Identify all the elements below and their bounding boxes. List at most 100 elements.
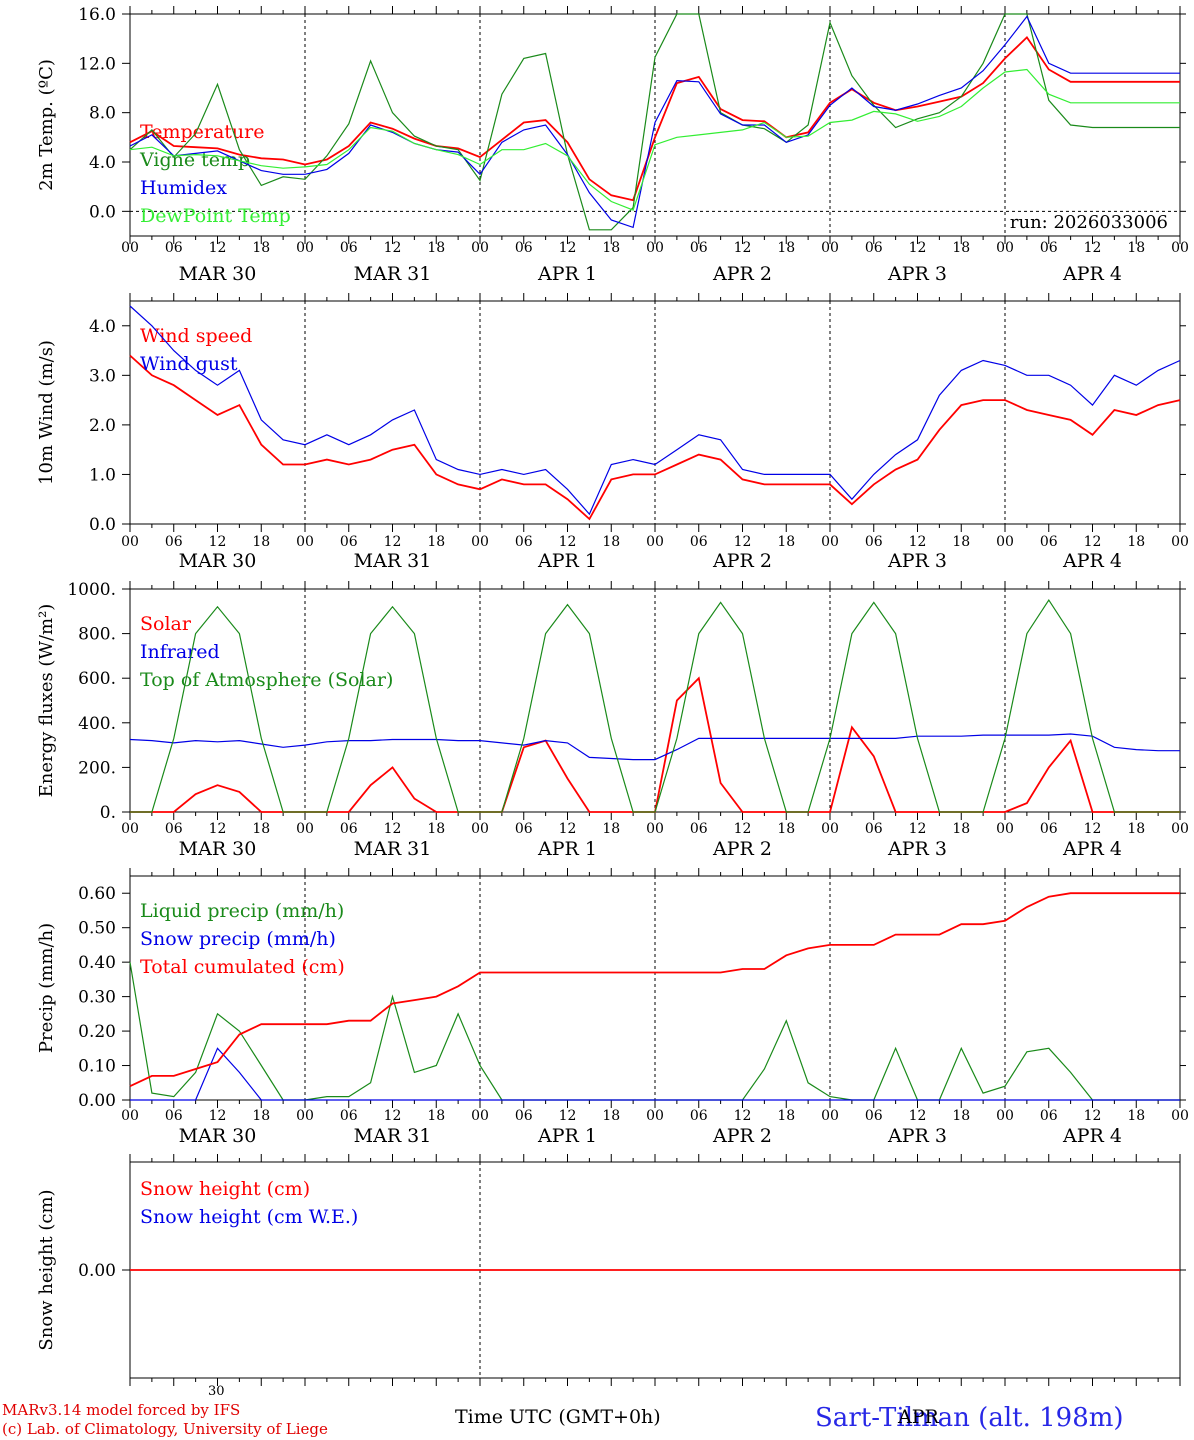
hour-tick-label: 06 bbox=[690, 240, 708, 256]
hour-tick-label: 06 bbox=[865, 240, 883, 256]
hour-tick-label: 06 bbox=[165, 821, 183, 837]
legend-entry: Infrared bbox=[140, 641, 220, 663]
hour-tick-label: 12 bbox=[1084, 1108, 1102, 1124]
y-tick-label: 1.0 bbox=[89, 465, 116, 485]
hour-tick-label: 06 bbox=[690, 1108, 708, 1124]
hour-tick-label: 00 bbox=[996, 1108, 1014, 1124]
y-tick-label: 0.40 bbox=[78, 953, 116, 973]
series-line-2 bbox=[129, 15, 1180, 229]
hour-tick-label: 00 bbox=[296, 821, 314, 837]
legend-entry: Solar bbox=[140, 613, 192, 635]
hour-tick-label: 18 bbox=[602, 1108, 620, 1124]
hour-tick-label: 18 bbox=[777, 240, 795, 256]
y-axis-label: Snow height (cm) bbox=[36, 1189, 57, 1350]
hour-tick-label: 00 bbox=[296, 534, 314, 550]
hour-tick-label: 12 bbox=[1084, 534, 1102, 550]
hour-tick-label: 12 bbox=[734, 534, 752, 550]
day-label: APR 2 bbox=[712, 1125, 772, 1147]
credit-line-2: (c) Lab. of Climatology, University of L… bbox=[2, 1420, 328, 1438]
day-label: MAR 30 bbox=[179, 263, 257, 285]
hour-tick-label: 12 bbox=[384, 821, 402, 837]
hour-tick-label: 18 bbox=[952, 534, 970, 550]
legend-entry: Humidex bbox=[140, 177, 227, 199]
hour-tick-label: 06 bbox=[515, 534, 533, 550]
day-label: APR 2 bbox=[712, 263, 772, 285]
hour-tick-label: 06 bbox=[1040, 534, 1058, 550]
x-axis-title: Time UTC (GMT+0h) bbox=[455, 1406, 661, 1428]
y-tick-label: 4.0 bbox=[89, 317, 116, 337]
hour-tick-label: 00 bbox=[471, 821, 489, 837]
hour-tick-label: 12 bbox=[909, 1108, 927, 1124]
y-tick-label: 1000. bbox=[67, 580, 116, 600]
hour-tick-label: 06 bbox=[865, 534, 883, 550]
day-label: APR 1 bbox=[537, 838, 597, 860]
legend-entry: Vigne temp bbox=[139, 149, 250, 171]
hour-tick-label: 12 bbox=[559, 240, 577, 256]
hour-tick-label: 12 bbox=[734, 1108, 752, 1124]
hour-tick-label: 12 bbox=[559, 1108, 577, 1124]
hour-tick-label: 06 bbox=[340, 1108, 358, 1124]
hour-tick-label: 18 bbox=[1127, 240, 1145, 256]
series-line-1 bbox=[130, 1047, 1180, 1101]
hour-tick-label: 00 bbox=[996, 534, 1014, 550]
day-label: MAR 31 bbox=[354, 263, 432, 285]
hour-tick-label: 18 bbox=[777, 821, 795, 837]
hour-tick-label: 12 bbox=[209, 1108, 227, 1124]
hour-tick-label: 06 bbox=[165, 240, 183, 256]
hour-tick-label: 18 bbox=[427, 821, 445, 837]
hour-tick-label: 00 bbox=[821, 821, 839, 837]
day-label: MAR 30 bbox=[179, 1125, 257, 1147]
legend-entry: Liquid precip (mm/h) bbox=[140, 900, 344, 922]
legend-entry: Total cumulated (cm) bbox=[140, 956, 345, 978]
hour-tick-label: 18 bbox=[602, 821, 620, 837]
series-line-1 bbox=[129, 13, 1180, 231]
legend-entry: Wind speed bbox=[140, 325, 252, 347]
day-label: APR 3 bbox=[887, 550, 947, 572]
hour-tick-label: 06 bbox=[165, 1108, 183, 1124]
hour-tick-label: 18 bbox=[252, 534, 270, 550]
day-label: APR 3 bbox=[887, 1125, 947, 1147]
hour-tick-label: 12 bbox=[559, 821, 577, 837]
hour-tick-label: 06 bbox=[340, 534, 358, 550]
hour-tick-label: 00 bbox=[996, 821, 1014, 837]
plot-frame-1 bbox=[129, 300, 1181, 525]
day-label: APR 4 bbox=[1062, 1125, 1122, 1147]
hour-tick-label: 00 bbox=[1171, 821, 1189, 837]
hour-tick-label: 00 bbox=[121, 1108, 139, 1124]
hour-tick-label: 12 bbox=[559, 534, 577, 550]
day-label: MAR 31 bbox=[354, 1125, 432, 1147]
hour-tick-label: 12 bbox=[209, 821, 227, 837]
y-axis-label: Precip (mm/h) bbox=[36, 923, 57, 1053]
hour-tick-label: 00 bbox=[471, 1108, 489, 1124]
y-tick-label: 600. bbox=[78, 669, 116, 689]
hour-tick-label: 06 bbox=[515, 240, 533, 256]
day-label: APR 4 bbox=[1062, 263, 1122, 285]
hour-tick-label: 06 bbox=[1040, 1108, 1058, 1124]
hour-tick-label: 12 bbox=[1084, 821, 1102, 837]
hour-tick-label: 18 bbox=[952, 821, 970, 837]
day-label: APR 2 bbox=[712, 838, 772, 860]
hour-tick-label: 06 bbox=[340, 240, 358, 256]
day-label: APR 4 bbox=[1062, 838, 1122, 860]
hour-tick-label: 18 bbox=[252, 240, 270, 256]
day-label: APR 3 bbox=[887, 263, 947, 285]
station-label: Sart-Tilman (alt. 198m) bbox=[815, 1403, 1124, 1433]
y-tick-label: 3.0 bbox=[89, 366, 116, 386]
y-tick-label: 0.50 bbox=[78, 919, 116, 939]
hour-tick-label: 12 bbox=[734, 240, 752, 256]
hour-tick-label: 12 bbox=[384, 1108, 402, 1124]
hour-tick-label: 00 bbox=[821, 534, 839, 550]
y-tick-label: 800. bbox=[78, 625, 116, 645]
hour-tick-label: 12 bbox=[734, 821, 752, 837]
hour-tick-label: 18 bbox=[1127, 1108, 1145, 1124]
hour-tick-label: 18 bbox=[252, 1108, 270, 1124]
hour-tick-label: 06 bbox=[690, 821, 708, 837]
hour-tick-label: 00 bbox=[1171, 1108, 1189, 1124]
hour-tick-label: 06 bbox=[515, 821, 533, 837]
hour-tick-label: 06 bbox=[515, 1108, 533, 1124]
series-line-0 bbox=[129, 354, 1181, 521]
hour-tick-label: 18 bbox=[777, 534, 795, 550]
series-line-1 bbox=[129, 305, 1181, 516]
hour-tick-label: 06 bbox=[165, 534, 183, 550]
hour-tick-label: 18 bbox=[427, 534, 445, 550]
